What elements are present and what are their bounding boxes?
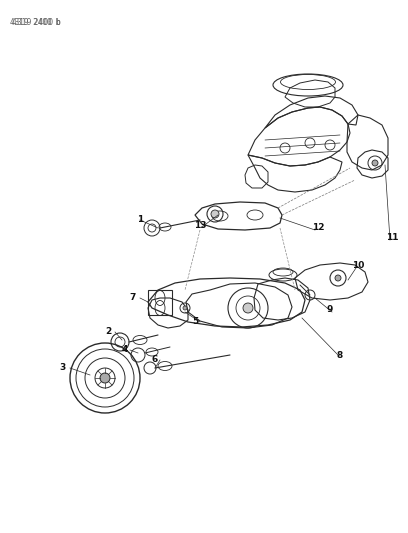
Text: 9: 9 xyxy=(327,305,333,314)
Circle shape xyxy=(211,210,219,218)
Circle shape xyxy=(335,275,341,281)
Text: 1: 1 xyxy=(137,215,143,224)
Text: 11: 11 xyxy=(386,233,398,243)
Circle shape xyxy=(243,303,253,313)
Circle shape xyxy=(372,160,378,166)
Circle shape xyxy=(183,306,187,310)
Text: 4: 4 xyxy=(122,345,128,354)
Text: 7: 7 xyxy=(130,294,136,303)
Text: 8: 8 xyxy=(337,351,343,359)
Text: 10: 10 xyxy=(352,261,364,270)
Text: 4319 2400 b: 4319 2400 b xyxy=(12,18,60,27)
Text: 13: 13 xyxy=(194,221,206,230)
Text: 5: 5 xyxy=(192,318,198,327)
Text: 6: 6 xyxy=(152,356,158,365)
Text: 3: 3 xyxy=(59,364,65,373)
Text: 2: 2 xyxy=(105,327,111,336)
Text: 4319 2400 b: 4319 2400 b xyxy=(10,18,61,27)
Text: 12: 12 xyxy=(312,223,324,232)
Circle shape xyxy=(100,373,110,383)
